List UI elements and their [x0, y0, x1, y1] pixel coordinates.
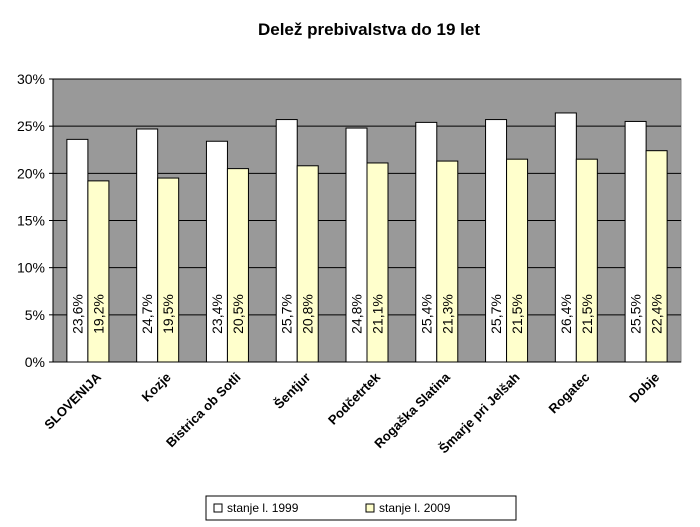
category-label: Podčetrtek — [325, 369, 384, 428]
data-label: 24,8% — [349, 294, 365, 334]
legend-label: stanje l. 2009 — [379, 501, 451, 515]
bar-series2 — [296, 165, 319, 363]
data-label: 21,5% — [579, 294, 595, 334]
legend: stanje l. 1999 stanje l. 2009 — [205, 495, 517, 521]
y-tick-label: 25% — [17, 118, 45, 134]
category-label: Rogaška Slatina — [371, 369, 453, 451]
data-label: 26,4% — [558, 294, 574, 334]
legend-label: stanje l. 1999 — [227, 501, 299, 515]
category-label: Kozje — [139, 370, 174, 405]
bar-series2 — [436, 160, 459, 363]
legend-swatch — [213, 503, 223, 513]
data-label: 19,5% — [160, 294, 176, 334]
data-label: 21,3% — [439, 294, 455, 334]
category-label: SLOVENIJA — [41, 369, 104, 432]
y-tick-label: 10% — [17, 260, 45, 276]
data-label: 21,5% — [509, 294, 525, 334]
chart-title: Delež prebivalstva do 19 let — [258, 20, 480, 39]
data-label: 25,7% — [488, 294, 504, 334]
data-label: 23,4% — [209, 294, 225, 334]
category-label: Bistrica ob Sotli — [163, 370, 244, 451]
data-label: 23,6% — [69, 294, 85, 334]
category-label: Dobje — [626, 370, 662, 406]
data-label: 22,4% — [649, 294, 665, 334]
bar-series2 — [157, 177, 180, 363]
y-tick-label: 5% — [25, 307, 45, 323]
y-tick-label: 20% — [17, 165, 45, 181]
y-tick-label: 30% — [17, 71, 45, 87]
data-label: 25,4% — [418, 294, 434, 334]
data-label: 20,5% — [230, 294, 246, 334]
y-tick-label: 0% — [25, 354, 45, 370]
bar-series2 — [87, 180, 110, 363]
y-tick-label: 15% — [17, 213, 45, 229]
legend-swatch — [365, 503, 375, 513]
category-label: Rogatec — [546, 370, 593, 417]
data-label: 25,5% — [628, 294, 644, 334]
bars: 23,6% 19,2% 24,7% 19,5% 23,4% 20,5% 25,7% 20,8%… — [66, 112, 668, 363]
data-label: 24,7% — [139, 294, 155, 334]
bar-series2 — [366, 162, 389, 363]
legend-box — [205, 495, 517, 521]
bar-series2 — [226, 168, 249, 363]
y-axis: 0% 5% 10% 15% 20% 25% 30% — [17, 71, 681, 370]
data-label: 20,8% — [300, 294, 316, 334]
category-label: Šentjur — [271, 370, 313, 412]
bar-series2 — [506, 158, 529, 363]
data-label: 21,1% — [370, 294, 386, 334]
data-label: 19,2% — [90, 294, 106, 334]
data-label: 25,7% — [279, 294, 295, 334]
bar-series2 — [575, 158, 598, 363]
bar-series2 — [645, 150, 668, 363]
